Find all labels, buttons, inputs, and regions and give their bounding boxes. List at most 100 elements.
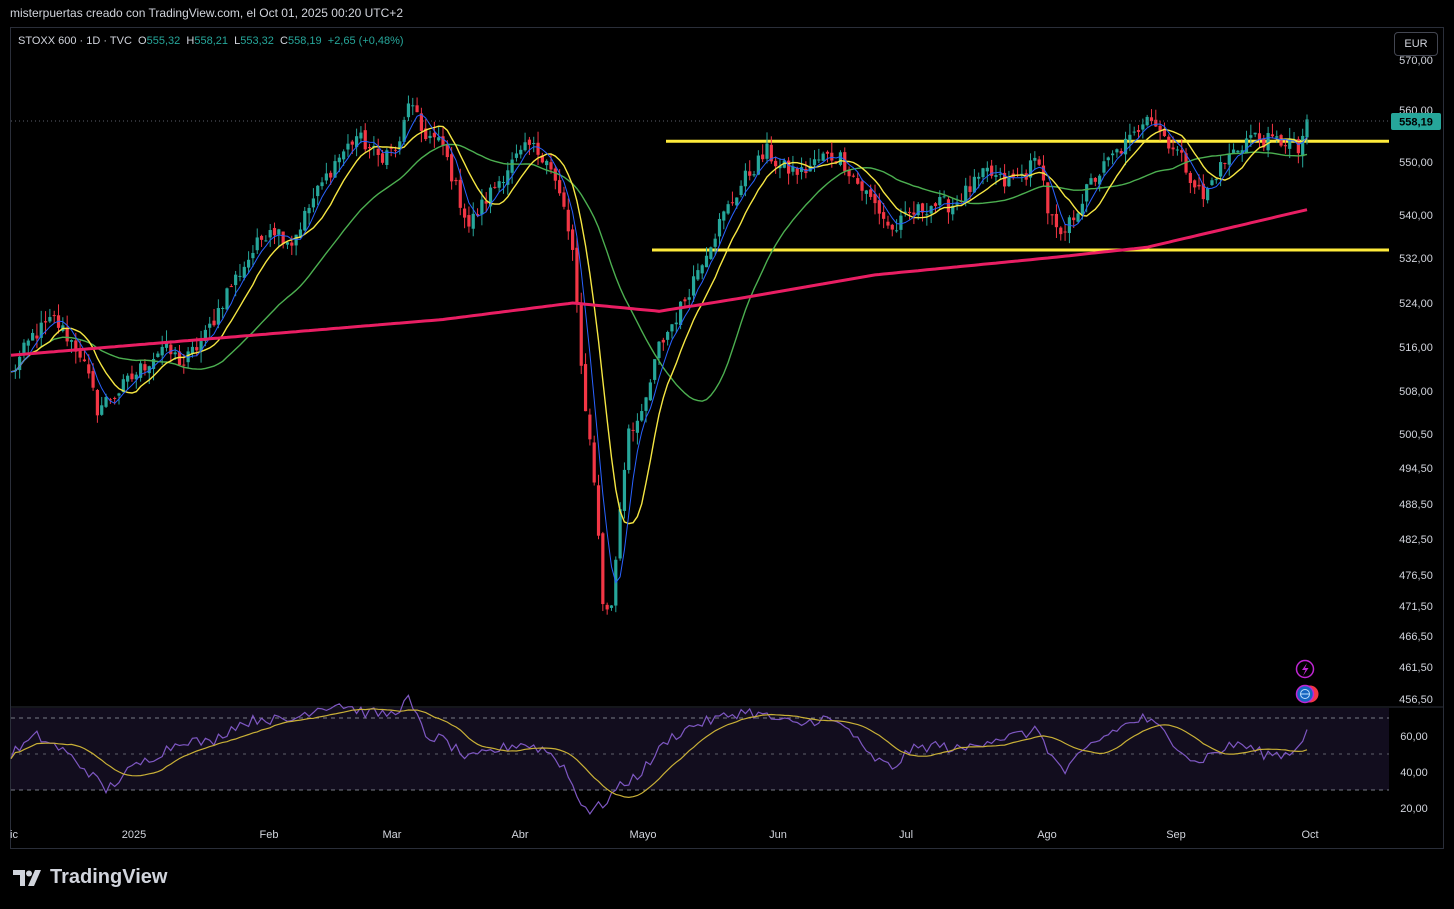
candle-body [121,379,125,393]
candle-body [709,247,713,259]
price-tick-label: 516,00 [1399,342,1433,354]
candle-body [942,196,946,198]
candle-body [1123,138,1128,155]
candle-body [722,211,726,221]
candle-body [717,218,722,237]
candle-body [130,373,134,380]
candle-body [627,428,631,470]
candle-body [475,214,480,216]
candle-body [856,178,860,184]
rsi-axis: 60,00 40,00 20,00 [1400,731,1428,815]
candle-body [212,320,216,326]
ma-slow-line [10,143,1308,402]
ma-long-line [10,208,1308,357]
candle-body [428,135,432,139]
candle-body [653,359,657,380]
candle-body [864,190,868,194]
globe-icon[interactable] [1295,684,1319,704]
candle-body [1236,150,1240,153]
candle-body [316,185,320,197]
lightning-icon[interactable] [1295,659,1315,679]
candle-body [1175,149,1179,151]
candle-body [1132,131,1136,133]
candle-body [1111,153,1115,156]
change-value: +2,65 (+0,48%) [327,35,404,47]
candle-body [562,192,566,207]
time-tick-label: Oct [1301,829,1318,841]
candle-body [769,144,773,162]
price-tick-label: 466,50 [1399,631,1433,643]
candle-body [700,265,704,274]
price-tick-label: 570,00 [1399,55,1433,67]
candle-body [817,159,821,161]
candle-body [929,206,933,214]
candle-body [812,159,817,166]
candle-body [765,143,769,159]
candle-body [234,274,238,286]
candle-body [1037,159,1041,165]
candle-body [679,301,683,326]
candle-body [1063,231,1067,233]
candle-body [925,214,929,216]
candle-body [104,397,108,407]
currency-button[interactable]: EUR [1394,32,1438,56]
candle-body [830,152,834,161]
candle-body [480,199,484,215]
candle-body [1046,182,1050,214]
candle-body [583,364,588,412]
candle-body [441,136,445,146]
candle-body [195,347,199,351]
candle-body [454,179,458,182]
candle-body [82,359,87,362]
candle-body [1206,187,1210,201]
candle-body [592,442,596,483]
price-axis: 570,00560,00550,00540,00532,00524,00516,… [1399,55,1433,706]
candle-body [571,229,575,250]
candle-body [834,161,838,163]
candle-body [1262,138,1266,148]
candle-body [169,344,173,355]
candle-body [1158,125,1162,132]
candle-body [575,247,579,304]
candle-body [1244,138,1249,153]
candle-body [1080,203,1084,216]
candle-body [799,167,804,172]
candle-body [242,266,246,278]
candle-body [523,142,527,151]
time-tick-label: Mayo [630,829,657,841]
candle-body [39,322,43,338]
candle-body [1214,179,1218,181]
candle-body [1093,177,1097,182]
price-tick-label: 550,00 [1399,157,1433,169]
candle-body [501,181,506,184]
candle-body [367,147,372,149]
candle-body [1106,157,1110,161]
candle-body [1028,160,1033,178]
candle-body [618,509,622,559]
candle-body [821,153,825,161]
candle-body [877,200,881,214]
candle-body [761,154,765,160]
candle-body [869,189,873,197]
candle-body [108,399,112,401]
candle-body [1231,149,1236,153]
candle-body [579,303,583,366]
candle-body [1115,149,1119,153]
symbol-name: STOXX 600 · 1D · TVC [18,35,132,47]
time-tick-label: Sep [1166,829,1186,841]
candle-body [506,170,510,185]
candle-body [903,211,907,213]
price-tick-label: 488,50 [1399,499,1433,511]
candle-body [277,229,281,235]
candle-body [536,142,540,155]
candle-body [1257,133,1262,140]
candle-body [458,179,462,208]
candle-body [91,371,95,388]
candle-body [18,356,22,371]
tradingview-logo[interactable]: TradingView [12,866,167,889]
candle-body [311,198,315,208]
candle-body [558,180,562,194]
candle-body [696,270,700,280]
candle-body [933,203,938,207]
